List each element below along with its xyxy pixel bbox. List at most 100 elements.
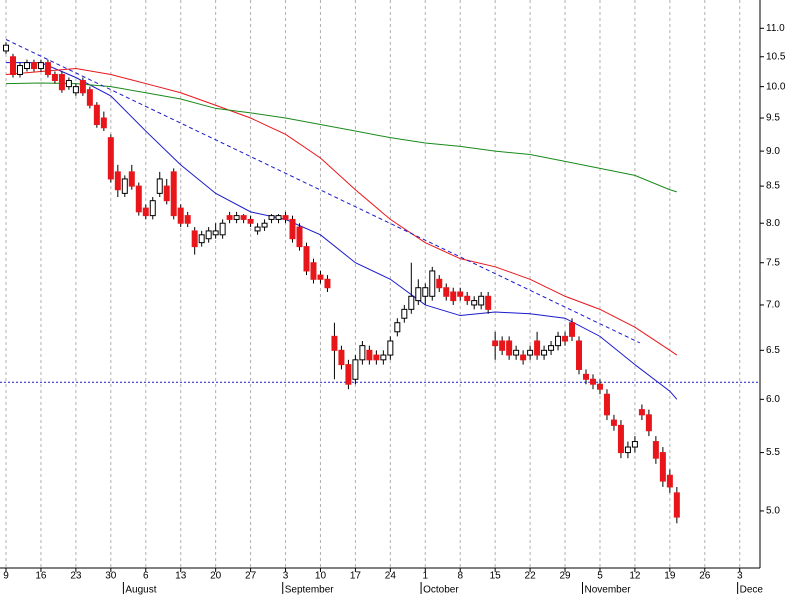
- y-tick-label: 8.5: [766, 181, 780, 192]
- candle-body: [240, 215, 247, 220]
- y-tick-label: 5.0: [766, 506, 780, 517]
- candle-body: [86, 89, 93, 106]
- candle-body: [289, 218, 296, 240]
- y-tick-label: 10.5: [766, 51, 786, 62]
- candle-body: [338, 349, 345, 366]
- candle-body: [596, 383, 603, 390]
- candle-body: [352, 359, 359, 380]
- x-tick-label: 24: [385, 571, 397, 582]
- candle-body: [184, 215, 191, 224]
- candle-body: [617, 424, 624, 454]
- candle-body: [359, 345, 366, 361]
- candle-body: [37, 62, 44, 70]
- moving-average: [6, 82, 677, 193]
- candle-body: [331, 335, 338, 351]
- candle-body: [226, 215, 233, 220]
- x-tick-label: 17: [350, 571, 362, 582]
- candle-body: [373, 354, 380, 361]
- candle-body: [583, 373, 590, 380]
- x-tick-label: 12: [629, 571, 641, 582]
- candle-body: [219, 222, 226, 236]
- candle-body: [51, 73, 58, 82]
- candle-body: [422, 287, 429, 297]
- candle-body: [408, 295, 415, 310]
- candle-body: [673, 492, 680, 518]
- candle-body: [191, 230, 198, 248]
- x-tick-label: 8: [457, 571, 463, 582]
- candle-body: [275, 215, 282, 220]
- candle-body: [534, 340, 541, 356]
- moving-average: [6, 62, 678, 400]
- candle-body: [3, 44, 10, 52]
- x-tick-label: 19: [664, 571, 676, 582]
- candle-body: [506, 340, 513, 356]
- candle-body: [212, 230, 219, 236]
- candle-body: [93, 104, 100, 125]
- x-tick-label: 1: [423, 571, 429, 582]
- candle-body: [254, 226, 261, 232]
- candle-body: [631, 441, 638, 448]
- candle-body: [576, 340, 583, 370]
- candle-body: [589, 378, 596, 385]
- candle-body: [303, 246, 310, 272]
- candle-body: [527, 349, 534, 356]
- y-tick-label: 9.5: [766, 113, 780, 124]
- x-tick-label: 3: [737, 571, 743, 582]
- x-tick-label: 15: [490, 571, 502, 582]
- candle-body: [114, 171, 121, 191]
- y-tick-label: 7.0: [766, 300, 780, 311]
- candle-body: [471, 300, 478, 306]
- candle-body: [541, 349, 548, 356]
- candle-body: [268, 215, 275, 220]
- candle-body: [652, 441, 659, 459]
- candle-body: [156, 178, 163, 194]
- candle-body: [79, 80, 86, 94]
- candle-body: [233, 215, 240, 220]
- candle-body: [394, 322, 401, 333]
- candle-body: [205, 230, 212, 240]
- month-label: November: [585, 585, 632, 595]
- candle-body: [296, 226, 303, 248]
- candle-body: [429, 270, 436, 297]
- month-label: Dece: [740, 585, 764, 595]
- y-tick-label: 9.0: [766, 146, 780, 157]
- x-tick-label: 20: [210, 571, 222, 582]
- x-tick-label: 16: [35, 571, 47, 582]
- y-tick-label: 6.0: [766, 394, 780, 405]
- candle-body: [282, 215, 289, 220]
- month-label: August: [125, 585, 156, 595]
- candle-body: [499, 340, 506, 351]
- candle-body: [666, 474, 673, 488]
- x-tick-label: 13: [175, 571, 187, 582]
- candle-body: [450, 291, 457, 302]
- month-label: October: [423, 585, 459, 595]
- candle-body: [415, 287, 422, 302]
- x-tick-label: 5: [597, 571, 603, 582]
- candle-body: [345, 364, 352, 385]
- x-tick-label: 10: [315, 571, 327, 582]
- candle-body: [457, 291, 464, 297]
- candle-body: [436, 278, 443, 289]
- candle-body: [569, 322, 576, 337]
- y-tick-label: 10.0: [766, 81, 786, 92]
- candle-body: [100, 117, 107, 129]
- x-tick-label: 23: [70, 571, 82, 582]
- x-tick-label: 22: [525, 571, 537, 582]
- candle-body: [149, 200, 156, 217]
- candle-body: [548, 345, 555, 351]
- candle-body: [107, 137, 114, 180]
- y-tick-label: 5.5: [766, 447, 780, 458]
- candle-body: [366, 349, 373, 361]
- candle-body: [58, 73, 65, 91]
- month-label: September: [285, 585, 335, 595]
- candle-body: [645, 414, 652, 432]
- candle-body: [520, 354, 527, 361]
- candle-body: [624, 446, 631, 454]
- candle-body: [135, 185, 142, 213]
- candle-body: [401, 308, 408, 319]
- candle-body: [142, 207, 149, 217]
- candle-body: [44, 62, 51, 75]
- candle-body: [659, 452, 666, 482]
- y-tick-label: 8.0: [766, 218, 780, 229]
